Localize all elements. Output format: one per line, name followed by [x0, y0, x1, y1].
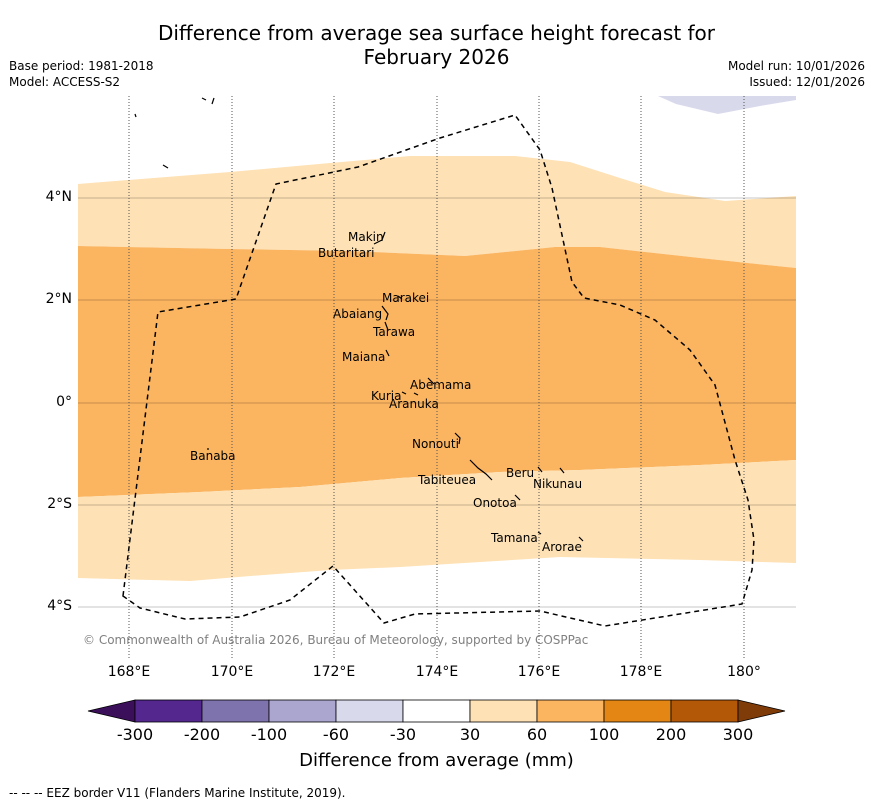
map-title: Difference from average sea surface heig…	[0, 21, 873, 69]
title-line-2: February 2026	[363, 45, 510, 69]
island-label: Aranuka	[389, 397, 439, 411]
island-label: Tarawa	[373, 325, 416, 339]
copyright-note: © Commonwealth of Australia 2026, Bureau…	[83, 633, 589, 647]
colorbar-swatch	[402, 699, 471, 723]
model-name: Model: ACCESS-S2	[9, 75, 121, 89]
island-label: Beru	[506, 466, 535, 480]
lon-tick-label: 170°E	[210, 664, 254, 680]
colorbar-label: Difference from average (mm)	[299, 750, 574, 771]
issued-date: Issued: 12/01/2026	[749, 75, 865, 89]
lon-tick-label: 172°E	[312, 664, 356, 680]
eez-footnote: -- -- -- EEZ border V11 (Flanders Marine…	[9, 786, 346, 800]
lat-tick-label: 2°S	[47, 496, 72, 512]
colorbar-extend-low	[87, 699, 136, 723]
lat-tick-label: 2°N	[45, 291, 72, 307]
island-label: Marakei	[382, 291, 430, 305]
colorbar-tick-label: -60	[322, 725, 350, 744]
island-label: Nikunau	[533, 477, 583, 491]
colorbar-swatch	[670, 699, 739, 723]
coastlines	[134, 97, 584, 542]
island-label: Banaba	[190, 449, 236, 463]
lat-tick-label: 0°	[56, 394, 72, 410]
island-label: Tabiteuea	[418, 473, 477, 487]
island-label: Kuria	[371, 389, 402, 403]
lon-tick-label: 180°	[727, 664, 761, 680]
lat-tick-label: 4°S	[47, 598, 72, 614]
island-label: Abaiang	[333, 307, 383, 321]
model-run: Model run: 10/01/2026	[727, 59, 865, 73]
colorbar	[87, 699, 786, 723]
lon-tick-label: 174°E	[415, 664, 459, 680]
meta-right: Model run: 10/01/2026 Issued: 12/01/2026	[728, 58, 865, 90]
colorbar-swatch	[268, 699, 337, 723]
colorbar-tick-label: -300	[116, 725, 154, 744]
colorbar-tick-label: 100	[588, 725, 620, 744]
colorbar-tick-label: 30	[459, 725, 481, 744]
lon-tick-label: 176°E	[517, 664, 561, 680]
lon-tick-label: 178°E	[619, 664, 663, 680]
colorbar-extend-high	[737, 699, 786, 723]
colorbar-tick-label: 300	[722, 725, 754, 744]
base-period: Base period: 1981-2018	[9, 59, 154, 73]
colorbar-swatch	[603, 699, 672, 723]
colorbar-tick-label: -200	[183, 725, 221, 744]
colorbar-tick-label: 60	[526, 725, 548, 744]
island-label: Nonouti	[412, 437, 459, 451]
colorbar-tick-label: -100	[250, 725, 288, 744]
colorbar-tick-label: 200	[655, 725, 687, 744]
colorbar-swatch	[536, 699, 605, 723]
colorbar-swatch	[201, 699, 270, 723]
band-neg30-neg60	[658, 96, 796, 114]
island-label: Butaritari	[318, 246, 375, 260]
band-30-60-south	[78, 460, 796, 581]
band-60-100	[78, 246, 796, 497]
colorbar-swatch	[134, 699, 203, 723]
island-label: Abemama	[410, 378, 472, 392]
colorbar-tick-label: -30	[389, 725, 417, 744]
island-label: Arorae	[542, 540, 582, 554]
eez-border	[122, 114, 755, 627]
island-label: Tamana	[491, 531, 538, 545]
island-label: Maiana	[342, 350, 386, 364]
island-label: Makin	[348, 230, 384, 244]
band-30-60-north	[78, 156, 796, 268]
title-line-1: Difference from average sea surface heig…	[157, 21, 716, 45]
colorbar-swatch	[469, 699, 538, 723]
colorbar-swatch	[335, 699, 404, 723]
lon-tick-label: 168°E	[107, 664, 151, 680]
lon-gridlines	[128, 96, 745, 660]
lat-tick-label: 4°N	[45, 189, 72, 205]
island-label: Onotoa	[473, 496, 517, 510]
meta-left: Base period: 1981-2018 Model: ACCESS-S2	[9, 58, 154, 90]
